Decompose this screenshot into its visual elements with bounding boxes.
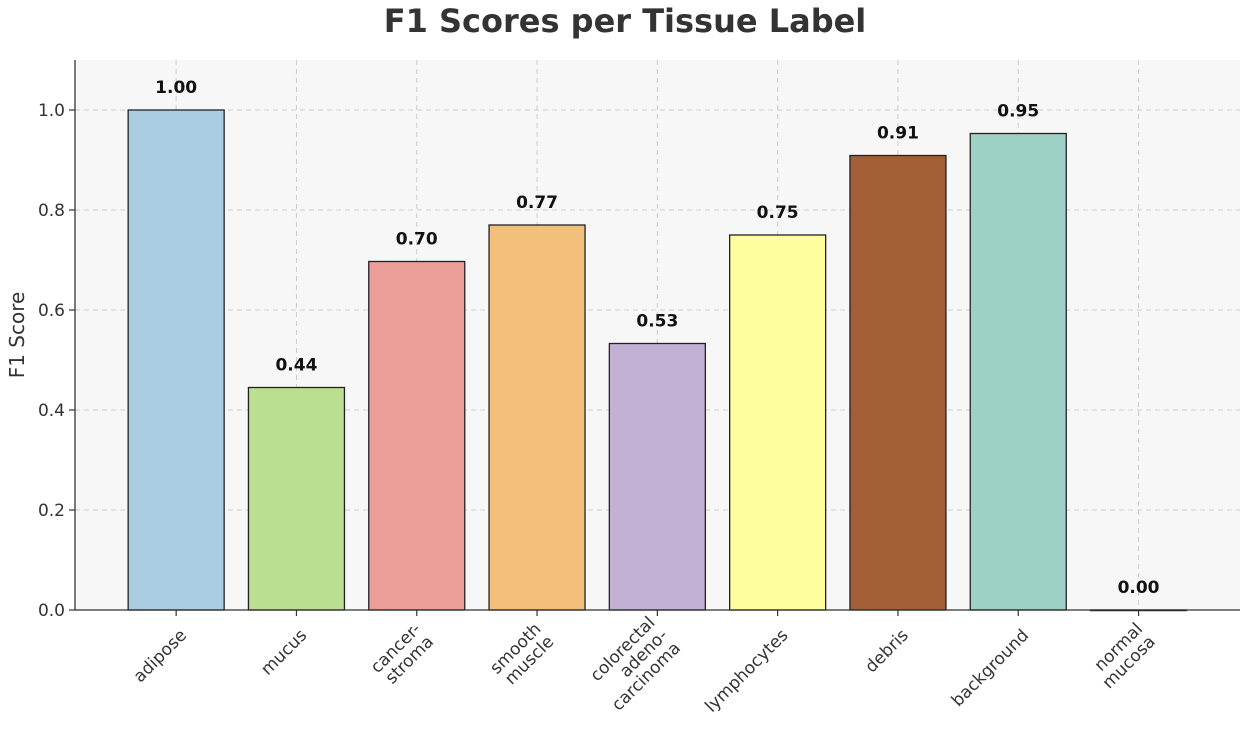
value-label: 0.75 xyxy=(757,203,799,223)
value-label: 0.53 xyxy=(636,312,678,332)
x-tick-label: normalmucosa xyxy=(1086,619,1160,693)
value-label: 0.77 xyxy=(516,193,558,213)
y-tick-label: 0.2 xyxy=(38,501,65,521)
bars xyxy=(127,109,1188,612)
bar xyxy=(729,234,827,611)
x-tick-label: debris xyxy=(861,626,912,677)
value-label: 0.70 xyxy=(396,230,438,250)
bar xyxy=(247,386,346,611)
y-tick-label: 0.4 xyxy=(38,401,65,421)
x-ticks: adipose mucus cancer-stroma smoothmuscle col… xyxy=(130,610,1160,717)
y-tick-label: 0.6 xyxy=(38,301,65,321)
y-axis-label: F1 Score xyxy=(5,292,29,379)
y-ticks: 0.0 0.2 0.4 0.6 0.8 1.0 xyxy=(38,101,75,621)
bar xyxy=(849,154,947,611)
x-tick-label: smoothmuscle xyxy=(486,619,558,691)
x-tick-label: mucus xyxy=(257,626,311,680)
x-tick-label: cancer-stroma xyxy=(367,619,438,690)
x-tick-label-line: mucus xyxy=(257,626,311,680)
bar xyxy=(969,132,1067,611)
value-labels: 1.00 0.44 0.70 0.77 0.53 0.75 0.91 0.95 0.00 xyxy=(155,78,1160,598)
value-label: 0.95 xyxy=(997,102,1039,122)
bar xyxy=(368,260,466,611)
value-label: 0.00 xyxy=(1118,578,1160,598)
x-tick-label-line: background xyxy=(948,626,1033,711)
x-tick-label: lymphocytes xyxy=(701,626,792,717)
x-tick-label: background xyxy=(948,626,1033,711)
value-label: 0.91 xyxy=(877,124,919,144)
x-tick-label: adipose xyxy=(130,626,191,687)
value-label: 1.00 xyxy=(155,78,197,98)
x-tick-label-line: adipose xyxy=(130,626,191,687)
x-tick-label-line: lymphocytes xyxy=(701,626,792,717)
x-tick-label: colorectaladeno-carcinoma xyxy=(583,613,685,715)
y-tick-label: 0.0 xyxy=(38,601,65,621)
bar xyxy=(488,224,586,611)
bar xyxy=(127,109,225,611)
value-label: 0.44 xyxy=(275,356,317,376)
bar xyxy=(608,342,706,611)
x-tick-label-line: debris xyxy=(861,626,912,677)
y-tick-label: 1.0 xyxy=(38,101,65,121)
y-tick-label: 0.8 xyxy=(38,201,65,221)
chart-title: F1 Scores per Tissue Label xyxy=(383,2,867,40)
